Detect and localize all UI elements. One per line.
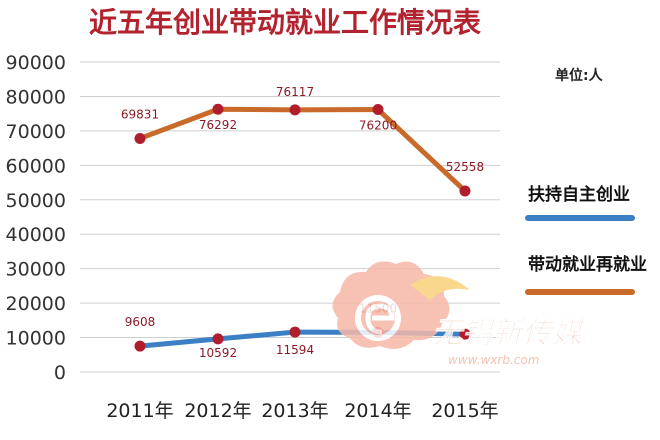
data-label: 9608 xyxy=(125,315,156,329)
y-tick-label: 90000 xyxy=(6,52,66,74)
x-tick-label: 2013年 xyxy=(261,400,328,422)
x-axis-ticks: 2011年 2012年 2013年 2014年 2015年 xyxy=(106,400,498,422)
y-tick-label: 0 xyxy=(54,362,66,384)
watermark-url-text: www.wxrb.com xyxy=(448,353,539,367)
series-line xyxy=(137,106,468,194)
data-point xyxy=(212,103,224,115)
y-axis-ticks: 0 10000 20000 30000 40000 50000 60000 70000 8000… xyxy=(6,52,66,384)
data-point xyxy=(212,333,224,345)
series-2: 69831 76292 76117 76200 52558 xyxy=(121,85,484,197)
data-label: 11594 xyxy=(276,343,314,357)
x-tick-label: 2011年 xyxy=(106,400,173,422)
y-tick-label: 30000 xyxy=(6,259,66,281)
data-point xyxy=(134,340,146,352)
y-tick-label: 80000 xyxy=(6,86,66,108)
data-label: 52558 xyxy=(446,160,484,174)
data-point xyxy=(459,328,471,340)
data-label: 76292 xyxy=(199,118,237,132)
x-tick-label: 2014年 xyxy=(344,400,411,422)
unit-label: 单位:人 xyxy=(555,67,604,84)
y-tick-label: 20000 xyxy=(6,293,66,315)
x-tick-label: 2015年 xyxy=(431,400,498,422)
legend-label: 扶持自主创业 xyxy=(528,184,630,205)
y-tick-label: 70000 xyxy=(6,121,66,143)
data-point xyxy=(372,104,384,116)
watermark-brand-text: 无锡新传媒 xyxy=(432,316,587,351)
data-point xyxy=(289,326,301,338)
data-label: 76117 xyxy=(276,85,314,99)
data-point xyxy=(289,104,301,116)
data-label: 69831 xyxy=(121,107,159,121)
data-label: 10592 xyxy=(199,346,237,360)
legend-label: 带动就业再就业 xyxy=(528,254,647,275)
y-tick-label: 40000 xyxy=(6,224,66,246)
chart-title: 近五年创业带动就业工作情况表 xyxy=(89,6,481,39)
y-tick-label: 60000 xyxy=(6,155,66,177)
cloud-e-logo-icon xyxy=(332,261,470,349)
watermark: 无锡新传媒 www.wxrb.com xyxy=(332,261,587,367)
x-tick-label: 2012年 xyxy=(184,400,251,422)
y-tick-label: 50000 xyxy=(6,190,66,212)
data-label: 76200 xyxy=(359,119,397,133)
data-point xyxy=(459,185,471,197)
data-point xyxy=(134,132,146,144)
gridlines xyxy=(80,61,500,373)
y-tick-label: 10000 xyxy=(6,328,66,350)
